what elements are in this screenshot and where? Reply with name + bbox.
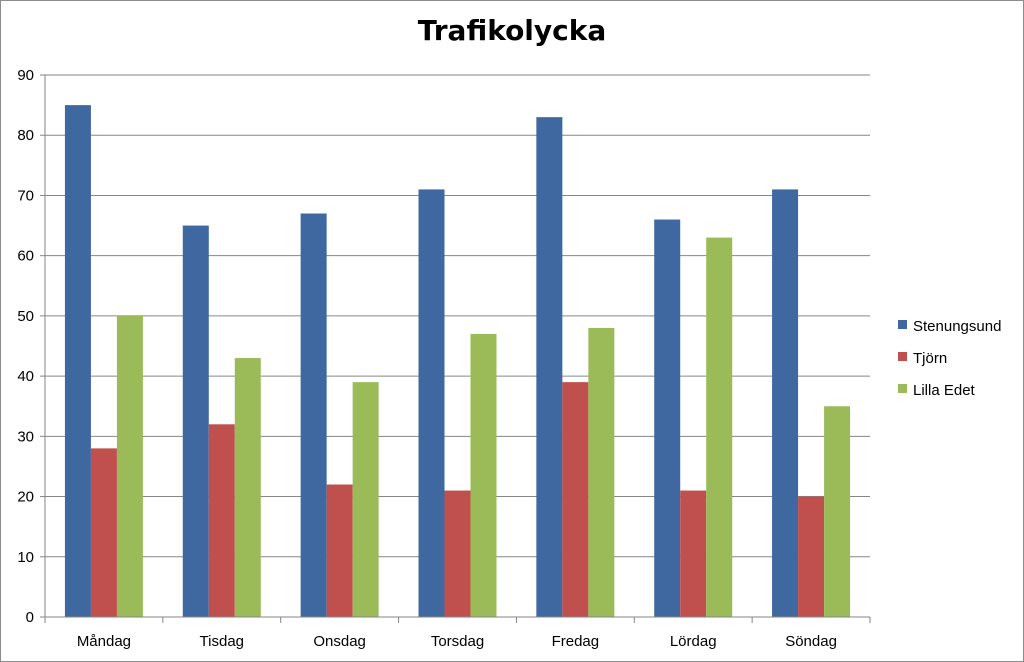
bar-tjörn <box>326 484 353 617</box>
y-tick-label: 20 <box>17 489 34 506</box>
bar-lilla-edet <box>352 382 379 617</box>
bar-stenungsund <box>300 213 327 617</box>
y-tick-label: 60 <box>17 248 34 265</box>
bar-lilla-edet <box>824 406 851 617</box>
bar-stenungsund <box>772 189 799 617</box>
legend: Stenungsund Tjörn Lilla Edet <box>898 318 1001 399</box>
bar-tjörn <box>680 490 707 617</box>
legend-label: Stenungsund <box>913 318 1001 335</box>
x-tick-label: Lördag <box>670 633 717 650</box>
x-tick-label: Onsdag <box>313 633 366 650</box>
legend-label: Lilla Edet <box>913 382 976 399</box>
legend-swatch <box>898 384 907 393</box>
x-tick-label: Söndag <box>785 633 837 650</box>
bar-lilla-edet <box>706 237 733 617</box>
x-tick-label: Torsdag <box>431 633 484 650</box>
y-tick-label: 50 <box>17 308 34 325</box>
bar-lilla-edet <box>234 358 261 617</box>
x-tick-label: Fredag <box>552 633 600 650</box>
bar-tjörn <box>562 382 589 617</box>
bar-stenungsund <box>418 189 445 617</box>
bars <box>64 105 851 618</box>
x-tick-label: Måndag <box>77 633 131 650</box>
bar-tjörn <box>208 424 235 617</box>
y-tick-label: 90 <box>17 67 34 84</box>
y-tick-label: 10 <box>17 549 34 566</box>
bar-lilla-edet <box>588 327 615 617</box>
bar-tjörn <box>798 496 825 617</box>
bar-lilla-edet <box>116 315 143 617</box>
bar-lilla-edet <box>470 333 497 617</box>
y-tick-label: 0 <box>26 609 34 626</box>
chart-title: Trafikolycka <box>417 14 607 47</box>
y-tick-label: 70 <box>17 187 34 204</box>
legend-swatch <box>898 320 907 329</box>
y-tick-label: 80 <box>17 127 34 144</box>
bar-stenungsund <box>182 225 209 618</box>
axes: 0 10 20 30 40 50 60 70 80 90 Måndag Tisdag Onsdag Tor… <box>17 67 871 650</box>
bar-stenungsund <box>654 219 681 618</box>
bar-stenungsund <box>536 117 563 618</box>
bar-stenungsund <box>64 105 91 617</box>
gridlines <box>45 74 870 558</box>
bar-tjörn <box>90 448 117 617</box>
x-tick-label: Tisdag <box>200 633 244 650</box>
y-tick-label: 40 <box>17 368 34 385</box>
legend-label: Tjörn <box>913 350 947 367</box>
y-tick-label: 30 <box>17 428 34 445</box>
legend-swatch <box>898 352 907 361</box>
bar-tjörn <box>444 490 471 617</box>
